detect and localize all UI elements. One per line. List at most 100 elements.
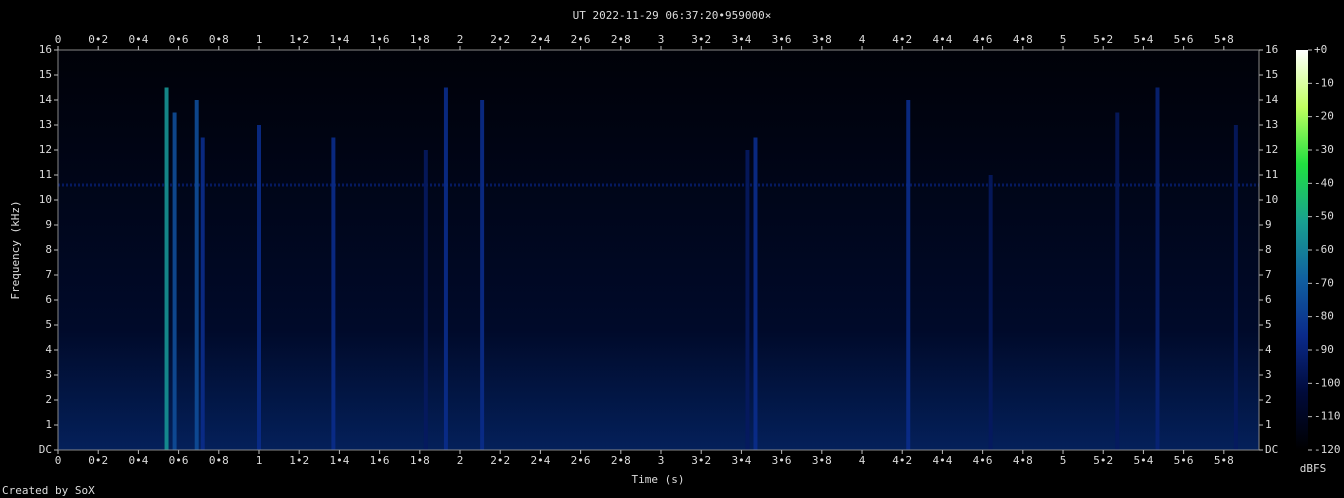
y-tick-label-right: 7 bbox=[1265, 268, 1272, 281]
x-tick-label-top: 5•2 bbox=[1093, 33, 1113, 46]
y-tick-label-right: 12 bbox=[1265, 143, 1278, 156]
burst bbox=[480, 100, 485, 450]
x-tick-label: 3 bbox=[658, 454, 665, 467]
y-tick-label-right: 11 bbox=[1265, 168, 1278, 181]
x-tick-label: 0•8 bbox=[209, 454, 229, 467]
y-tick-label-right: 5 bbox=[1265, 318, 1272, 331]
y-tick-label-right: 2 bbox=[1265, 393, 1272, 406]
burst bbox=[257, 125, 262, 450]
colorbar-tick-label: -80 bbox=[1314, 310, 1334, 323]
burst bbox=[1115, 112, 1120, 450]
colorbar-tick-label: -70 bbox=[1314, 276, 1334, 289]
y-tick-label: 16 bbox=[39, 43, 52, 56]
y-tick-label-right: 16 bbox=[1265, 43, 1278, 56]
y-tick-label: 1 bbox=[45, 418, 52, 431]
x-tick-label: 2 bbox=[457, 454, 464, 467]
x-tick-label: 0•6 bbox=[169, 454, 189, 467]
x-tick-label: 5•2 bbox=[1093, 454, 1113, 467]
y-tick-label-right: DC bbox=[1265, 443, 1278, 456]
y-tick-label-right: 3 bbox=[1265, 368, 1272, 381]
y-tick-label: 13 bbox=[39, 118, 52, 131]
x-tick-label-top: 3•6 bbox=[772, 33, 792, 46]
burst bbox=[331, 137, 336, 450]
burst bbox=[1233, 125, 1238, 450]
plot-background bbox=[58, 50, 1259, 450]
burst bbox=[164, 87, 169, 450]
x-tick-label: 2•4 bbox=[530, 454, 550, 467]
x-tick-label: 4•6 bbox=[973, 454, 993, 467]
y-tick-label: 11 bbox=[39, 168, 52, 181]
y-tick-label: 4 bbox=[45, 343, 52, 356]
x-tick-label-top: 1•8 bbox=[410, 33, 430, 46]
x-tick-label: 3•6 bbox=[772, 454, 792, 467]
x-tick-label: 4 bbox=[859, 454, 866, 467]
x-tick-label: 2•2 bbox=[490, 454, 510, 467]
colorbar-tick-label: -120 bbox=[1314, 443, 1341, 456]
y-tick-label-right: 4 bbox=[1265, 343, 1272, 356]
x-tick-label-top: 3 bbox=[658, 33, 665, 46]
burst bbox=[443, 87, 448, 450]
colorbar-tick-label: -10 bbox=[1314, 76, 1334, 89]
footer: Created by SoX bbox=[2, 484, 95, 497]
x-tick-label: 1•4 bbox=[329, 454, 349, 467]
x-tick-label: 4•4 bbox=[932, 454, 952, 467]
y-axis-label: Frequency (kHz) bbox=[9, 200, 22, 299]
y-tick-label: 8 bbox=[45, 243, 52, 256]
y-tick-label-right: 8 bbox=[1265, 243, 1272, 256]
x-tick-label-top: 1•6 bbox=[370, 33, 390, 46]
colorbar-tick-label: -20 bbox=[1314, 110, 1334, 123]
colorbar-tick-label: -90 bbox=[1314, 343, 1334, 356]
x-tick-label-top: 2 bbox=[457, 33, 464, 46]
x-tick-label-top: 2•2 bbox=[490, 33, 510, 46]
y-tick-label: 10 bbox=[39, 193, 52, 206]
x-tick-label-top: 5•4 bbox=[1133, 33, 1153, 46]
colorbar bbox=[1296, 50, 1308, 450]
x-tick-label: 3•8 bbox=[812, 454, 832, 467]
x-tick-label-top: 2•6 bbox=[571, 33, 591, 46]
x-tick-label: 0 bbox=[55, 454, 62, 467]
y-tick-label: 3 bbox=[45, 368, 52, 381]
y-tick-label-right: 10 bbox=[1265, 193, 1278, 206]
burst bbox=[172, 112, 177, 450]
y-tick-label: 6 bbox=[45, 293, 52, 306]
burst bbox=[194, 100, 199, 450]
y-tick-label: 7 bbox=[45, 268, 52, 281]
x-tick-label: 5•6 bbox=[1174, 454, 1194, 467]
x-tick-label-top: 3•8 bbox=[812, 33, 832, 46]
x-tick-label-top: 0•2 bbox=[88, 33, 108, 46]
x-tick-label-top: 1 bbox=[256, 33, 263, 46]
colorbar-tick-label: -60 bbox=[1314, 243, 1334, 256]
burst bbox=[988, 175, 993, 450]
x-tick-label: 3•4 bbox=[731, 454, 751, 467]
x-tick-label-top: 3•4 bbox=[731, 33, 751, 46]
x-tick-label-top: 4•2 bbox=[892, 33, 912, 46]
x-tick-label-top: 4•8 bbox=[1013, 33, 1033, 46]
x-tick-label-top: 4 bbox=[859, 33, 866, 46]
burst bbox=[200, 137, 205, 450]
burst bbox=[753, 137, 758, 450]
colorbar-tick-label: -50 bbox=[1314, 210, 1334, 223]
burst bbox=[1155, 87, 1160, 450]
colorbar-tick-label: -30 bbox=[1314, 143, 1334, 156]
x-tick-label: 5•8 bbox=[1214, 454, 1234, 467]
burst bbox=[906, 100, 911, 450]
y-tick-label-right: 15 bbox=[1265, 68, 1278, 81]
x-tick-label-top: 0•8 bbox=[209, 33, 229, 46]
colorbar-tick-label: -110 bbox=[1314, 410, 1341, 423]
colorbar-label: dBFS bbox=[1300, 462, 1327, 475]
x-tick-label-top: 0•4 bbox=[128, 33, 148, 46]
x-tick-label-top: 2•4 bbox=[530, 33, 550, 46]
x-tick-label-top: 5•8 bbox=[1214, 33, 1234, 46]
x-tick-label-top: 1•4 bbox=[329, 33, 349, 46]
x-tick-label: 1 bbox=[256, 454, 263, 467]
x-tick-label: 2•6 bbox=[571, 454, 591, 467]
chart-title: UT 2022-11-29 06:37:20•959000× bbox=[573, 9, 772, 22]
y-tick-label-right: 9 bbox=[1265, 218, 1272, 231]
burst bbox=[423, 150, 428, 450]
x-tick-label-top: 4•4 bbox=[932, 33, 952, 46]
y-tick-label: 2 bbox=[45, 393, 52, 406]
x-tick-label: 4•8 bbox=[1013, 454, 1033, 467]
x-tick-label-top: 0•6 bbox=[169, 33, 189, 46]
